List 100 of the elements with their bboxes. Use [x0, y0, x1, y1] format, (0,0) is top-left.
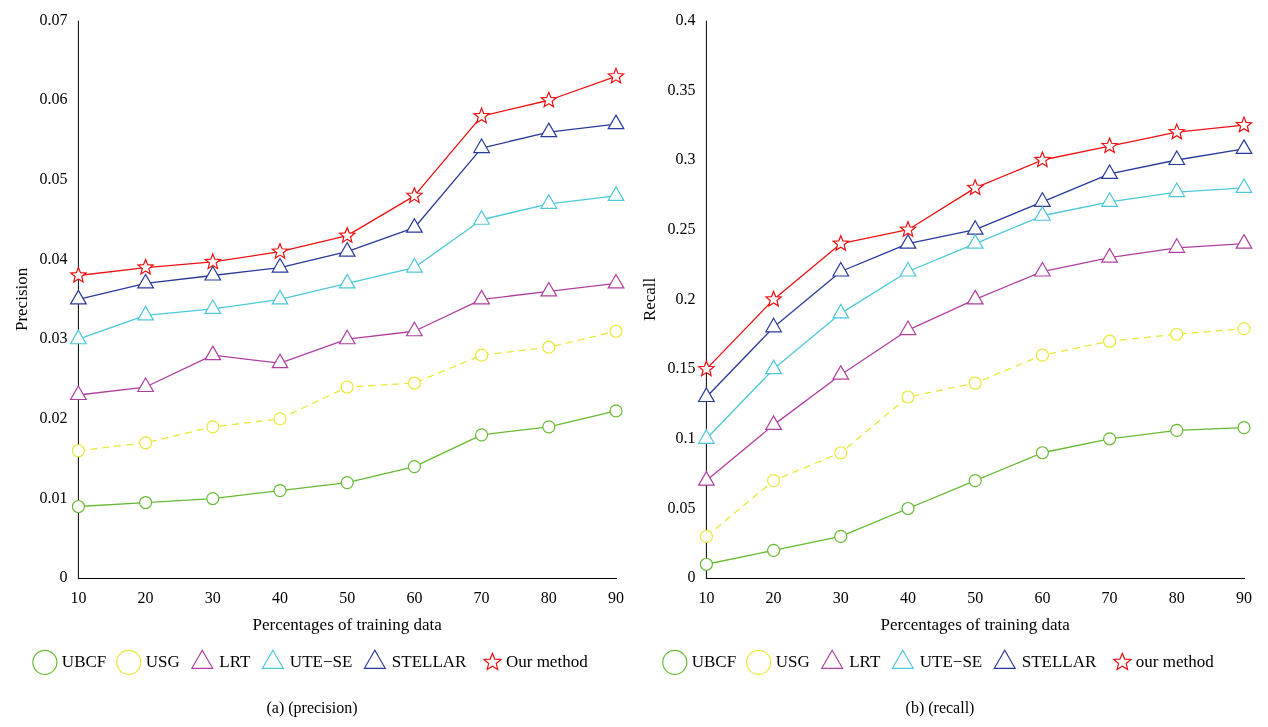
x-tick-label: 20: [137, 589, 154, 606]
legend-label: UTE−SE: [919, 651, 983, 671]
point: [1235, 116, 1253, 133]
point: [473, 138, 490, 154]
point: [540, 281, 558, 297]
point: [206, 491, 220, 506]
point: [1168, 123, 1186, 140]
point: [607, 273, 625, 289]
point: [966, 289, 984, 305]
point: [473, 210, 490, 225]
y-tick-label: 0.35: [667, 80, 696, 98]
point: [70, 385, 87, 401]
point: [1101, 137, 1118, 154]
x-tick-label: 30: [832, 589, 849, 606]
point: [338, 242, 356, 257]
point: [340, 380, 354, 394]
point: [340, 476, 354, 490]
point: [137, 377, 154, 393]
legend-label: STELLAR: [1021, 651, 1097, 671]
point: [137, 258, 154, 275]
point: [338, 227, 356, 243]
point: [834, 446, 848, 460]
point: [204, 299, 222, 315]
point: [966, 234, 984, 249]
x-tick-label: 80: [540, 589, 557, 606]
point: [71, 499, 85, 514]
point: [204, 345, 222, 361]
point: [540, 122, 558, 138]
y-tick-label: 0.05: [39, 170, 68, 188]
x-tick-label: 10: [698, 589, 715, 606]
legend-label: UBCF: [61, 651, 107, 671]
point: [540, 91, 558, 108]
point: [475, 348, 489, 362]
point: [139, 495, 153, 510]
x-axis-title: Percentages of training data: [880, 615, 1071, 635]
x-tick-label: 60: [1034, 589, 1051, 606]
point: [407, 376, 421, 390]
point: [204, 253, 222, 270]
point: [609, 404, 623, 418]
point: [71, 444, 85, 458]
point: [473, 107, 490, 124]
point: [542, 340, 556, 354]
point: [70, 329, 87, 345]
point: [1101, 192, 1118, 207]
y-tick-label: 0.4: [675, 10, 696, 28]
point: [1170, 423, 1184, 438]
x-tick-label: 90: [608, 589, 624, 606]
point: [206, 420, 220, 434]
y-axis-title: Precision: [11, 267, 31, 332]
y-tick-label: 0.3: [675, 150, 696, 168]
x-tick-label: 70: [473, 589, 490, 606]
point: [765, 290, 782, 307]
point: [1103, 334, 1117, 348]
point: [338, 329, 356, 345]
point: [338, 273, 356, 289]
point: [1034, 206, 1051, 221]
y-tick-label: 0.02: [39, 409, 68, 427]
point: [542, 420, 556, 434]
text: (a) (precision): [266, 698, 358, 717]
point: [1035, 348, 1049, 362]
point: [767, 474, 781, 488]
legend-label: LRT: [219, 651, 251, 671]
point: [406, 257, 423, 273]
point: [137, 273, 154, 289]
legend-label: USG: [775, 651, 810, 671]
x-tick-label: 60: [406, 589, 423, 606]
point: [966, 179, 984, 195]
point: [832, 303, 850, 319]
legend-label: LRT: [849, 651, 881, 671]
y-tick-label: 0.04: [39, 249, 68, 267]
point: [1170, 327, 1184, 341]
point: [1235, 178, 1253, 193]
point: [406, 321, 423, 337]
point: [473, 289, 490, 305]
point: [899, 234, 917, 249]
x-tick-label: 90: [1236, 589, 1252, 606]
y-tick-label: 0.15: [667, 359, 696, 377]
y-tick-label: 0: [59, 568, 68, 586]
point: [699, 557, 713, 571]
point: [406, 218, 423, 233]
x-tick-label: 10: [70, 589, 87, 606]
legend-label: Our method: [505, 651, 589, 671]
x-tick-label: 30: [204, 589, 221, 606]
point: [271, 257, 289, 273]
point: [699, 529, 713, 543]
point: [1168, 238, 1186, 253]
point: [1101, 164, 1118, 180]
point: [1237, 322, 1251, 336]
point: [765, 415, 782, 430]
point: [407, 460, 421, 474]
point: [1168, 150, 1186, 166]
point: [1034, 192, 1051, 207]
point: [70, 266, 87, 283]
point: [271, 243, 289, 259]
point: [70, 289, 87, 305]
legend-label: USG: [145, 651, 180, 671]
point: [1235, 234, 1253, 249]
text: (b) (recall): [905, 698, 975, 717]
point: [899, 320, 917, 336]
point: [609, 324, 623, 338]
